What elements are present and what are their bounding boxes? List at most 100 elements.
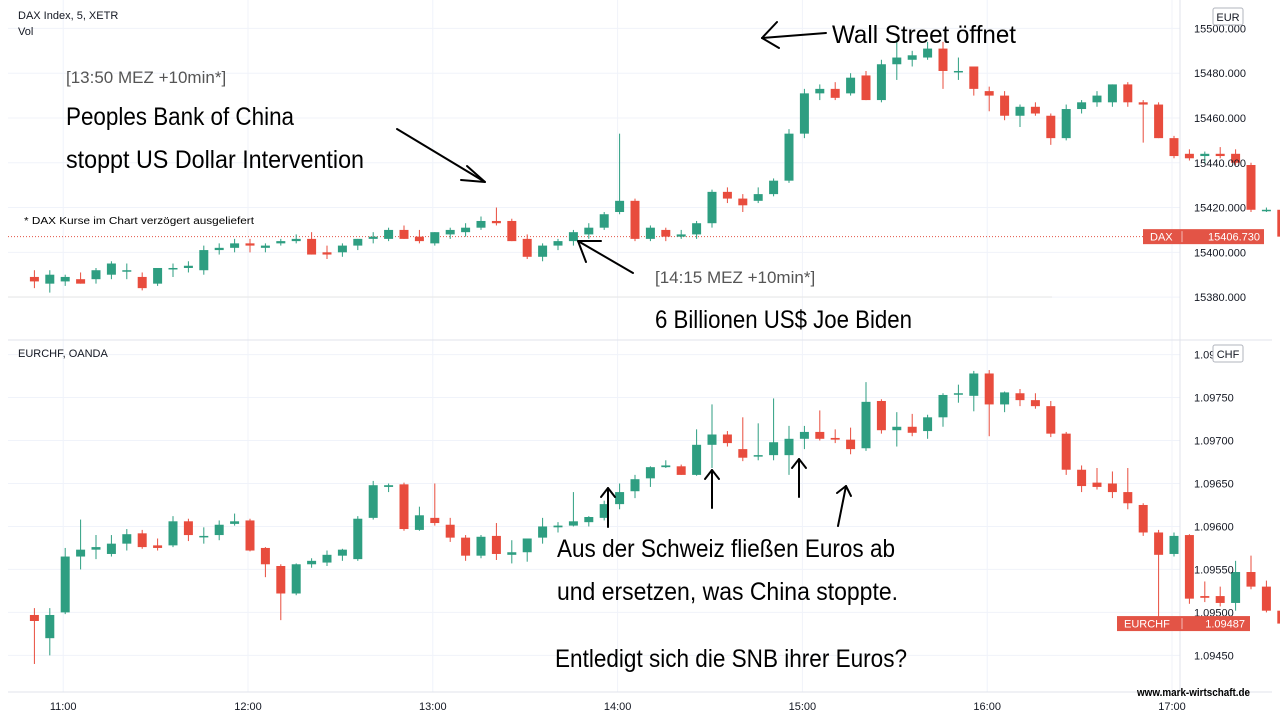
dax-candle	[1261, 207, 1271, 213]
eurchf-candle-body	[599, 504, 609, 518]
grid	[8, 0, 1180, 692]
eurchf-last-price-value: 1.09487	[1205, 619, 1245, 631]
dax-candle-body	[799, 93, 809, 134]
dax-candle-body	[491, 220, 501, 224]
dax-candle-body	[353, 238, 363, 246]
eurchf-candle-body	[1030, 400, 1040, 407]
dax-candle-body	[1277, 209, 1280, 237]
dax-candle	[676, 229, 686, 239]
eurchf-candle-body	[830, 437, 840, 440]
dax-candle-body	[60, 276, 70, 282]
dax-candle-body	[337, 245, 347, 253]
eurchf-candle	[1261, 580, 1271, 613]
eurchf-candle-body	[153, 545, 163, 548]
eurchf-candle	[430, 483, 440, 526]
dax-candle	[106, 261, 116, 280]
eurchf-candle	[615, 483, 625, 510]
eurchf-candle	[260, 547, 270, 578]
eurchf-candle-body	[445, 524, 455, 538]
eurchf-candle	[153, 538, 163, 551]
dax-candle-body	[1169, 138, 1179, 157]
dax-candle-body	[722, 191, 732, 199]
eurchf-last-price-label: EURCHF 1.09487	[1117, 616, 1250, 632]
dax-candle	[199, 245, 209, 275]
dax-candle-body	[1015, 106, 1025, 116]
dax-candle-body	[199, 250, 209, 271]
eurchf-candle-body	[923, 417, 933, 432]
eurchf-candle	[707, 404, 717, 469]
snb-question: Entledigt sich die SNB ihrer Euros?	[555, 645, 907, 673]
dax-candle	[1169, 135, 1179, 159]
time-tick: 12:00	[234, 701, 262, 713]
eurchf-candle	[199, 527, 209, 544]
eurchf-candle	[1030, 393, 1040, 409]
dax-candle-body	[1092, 95, 1102, 103]
dax-candle	[1000, 91, 1010, 121]
dax-candle	[230, 238, 240, 253]
eurchf-candle-body	[707, 434, 717, 445]
eurchf-candle	[476, 535, 486, 559]
eurchf-candle	[692, 429, 702, 476]
eurchf-candle-body	[430, 517, 440, 524]
dax-price-tick: 15500.000	[1194, 23, 1246, 35]
dax-candle	[815, 84, 825, 101]
dax-candle-body	[645, 227, 655, 239]
eurchf-candle	[722, 431, 732, 447]
eurchf-candle	[168, 516, 178, 548]
biden-note: 6 Billionen US$ Joe Biden	[655, 306, 912, 334]
eurchf-candle	[1061, 431, 1071, 475]
dax-candle	[1200, 151, 1210, 163]
eurchf-candle	[1277, 610, 1280, 624]
dax-candle-body	[1200, 153, 1210, 157]
dax-candle	[1215, 147, 1225, 159]
eurchf-candle-body	[738, 449, 748, 458]
dax-candle-body	[830, 88, 840, 98]
eurchf-candle-body	[1077, 469, 1087, 487]
eurchf-symbol-tag: EURCHF	[1124, 619, 1170, 631]
dax-candle	[1184, 149, 1194, 161]
eurchf-candle	[645, 466, 655, 487]
dax-candle	[353, 238, 363, 251]
eurchf-candle	[969, 370, 979, 412]
dax-candle-body	[1231, 153, 1241, 163]
dax-candle	[476, 216, 486, 230]
eurchf-candle-body	[337, 549, 347, 556]
eurchf-candle-body	[260, 547, 270, 565]
dax-candle	[307, 232, 317, 255]
eurchf-candle	[230, 513, 240, 526]
dax-candle	[60, 274, 70, 286]
dax-candle	[1154, 102, 1164, 139]
eurchf-candle	[399, 482, 409, 531]
dax-candle-body	[183, 265, 193, 268]
dax-price-tick: 15380.000	[1194, 292, 1246, 304]
dax-candle	[661, 227, 671, 242]
eurchf-candle	[414, 506, 424, 531]
dax-candle	[784, 129, 794, 183]
eurchf-candle-body	[1277, 610, 1280, 624]
eurchf-candle	[984, 370, 994, 437]
eurchf-candle	[1138, 503, 1148, 536]
dax-candle	[830, 82, 840, 101]
dax-candle	[969, 66, 979, 96]
dax-candle	[722, 187, 732, 204]
dax-candle-body	[1215, 153, 1225, 157]
eurchf-candle-body	[815, 431, 825, 439]
dax-candle-body	[923, 48, 933, 58]
svg-text:EUR: EUR	[1216, 12, 1239, 24]
dax-candle-body	[91, 270, 101, 280]
eurchf-candle-body	[60, 556, 70, 613]
eurchf-candle-body	[568, 521, 578, 526]
dax-currency-badge[interactable]: EUR	[1212, 7, 1244, 26]
swiss-arrow-3	[791, 458, 807, 498]
dax-candle	[260, 243, 270, 253]
dax-volume-label: Vol	[18, 26, 33, 38]
eurchf-candle-body	[784, 438, 794, 456]
dax-price-tick: 15480.000	[1194, 68, 1246, 80]
dax-price-tick: 15420.000	[1194, 203, 1246, 215]
dax-candle-body	[45, 274, 55, 284]
eurchf-candle	[461, 535, 471, 561]
dax-candle	[461, 223, 471, 237]
eurchf-candle	[214, 520, 224, 541]
eurchf-currency-badge[interactable]: CHF	[1212, 344, 1244, 363]
dax-candle	[337, 243, 347, 257]
